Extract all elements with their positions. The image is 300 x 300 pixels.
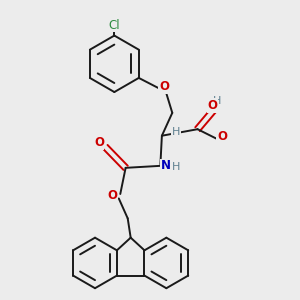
Text: O: O	[107, 189, 117, 202]
Text: O: O	[217, 130, 227, 143]
Text: N: N	[161, 159, 171, 172]
Text: Cl: Cl	[109, 19, 120, 32]
Text: O: O	[159, 80, 169, 93]
Text: H: H	[172, 127, 180, 137]
Text: O: O	[207, 99, 218, 112]
Text: H: H	[213, 96, 222, 106]
Text: H: H	[172, 162, 180, 172]
Text: O: O	[94, 136, 104, 149]
